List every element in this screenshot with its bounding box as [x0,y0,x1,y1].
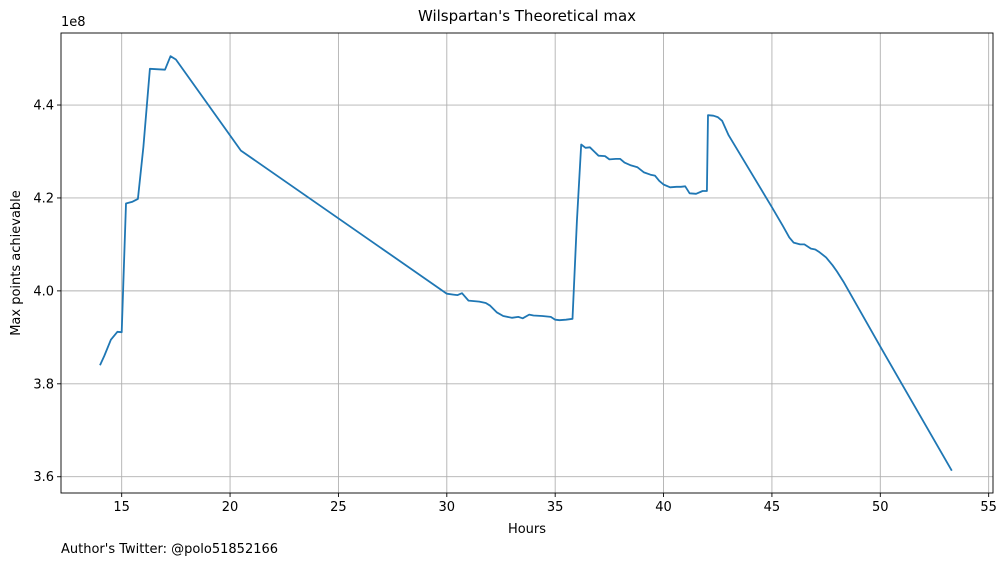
x-tick-label: 45 [764,500,781,515]
series-line [99,55,953,472]
x-tick-label: 40 [655,500,672,515]
x-axis: 15 20 25 30 35 40 45 50 55 [113,493,997,515]
y-tick-label: 4.2 [33,191,54,206]
x-tick-label: 25 [330,500,347,515]
x-tick-label: 20 [222,500,239,515]
y-axis-label: Max points achievable [9,190,24,336]
author-footnote: Author's Twitter: @polo51852166 [61,542,278,557]
y-axis: 3.6 3.8 4.0 4.2 4.4 [33,99,61,485]
y-axis-offset-label: 1e8 [61,15,86,30]
x-axis-label: Hours [508,522,546,537]
y-tick-label: 4.0 [33,284,54,299]
x-tick-label: 30 [439,500,456,515]
x-tick-label: 50 [872,500,889,515]
series-layer [99,55,953,472]
x-tick-label: 35 [547,500,564,515]
y-tick-label: 3.6 [33,470,54,485]
x-tick-label: 55 [980,500,997,515]
x-tick-label: 15 [113,500,130,515]
plot-area-frame [60,32,994,494]
y-tick-label: 3.8 [33,377,54,392]
chart-title: Wilspartan's Theoretical max [418,7,636,25]
y-tick-label: 4.4 [33,99,54,114]
grid [61,33,993,493]
